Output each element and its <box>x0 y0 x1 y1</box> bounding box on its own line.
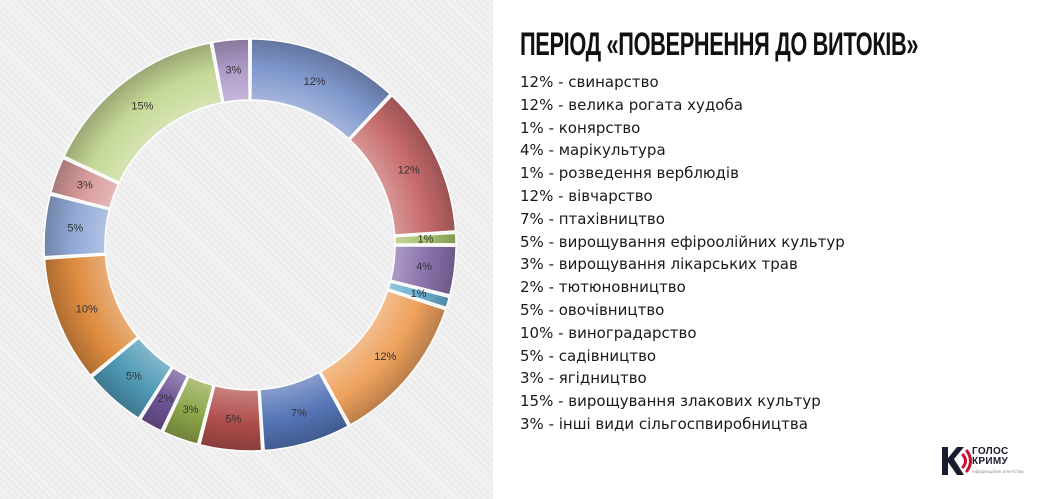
donut-segment-label-15: 15% <box>131 100 153 112</box>
donut-segment-9 <box>162 375 215 446</box>
logo-line-1: ГОЛОС <box>972 446 1009 457</box>
donut-segment-label-14: 3% <box>77 180 93 192</box>
brand-logo[interactable]: ГОЛОС КРИМУ інформаційне агентство <box>938 444 1028 478</box>
legend-item: 1% - конярство <box>520 118 641 137</box>
donut-segment-4 <box>389 245 457 296</box>
logo-text: ГОЛОС КРИМУ <box>972 447 1009 467</box>
legend-item: 12% - велика рогата худоба <box>520 95 743 114</box>
donut-chart: 12% 12% 1% 4% 1% 12% 7% 5% 3% 2% 5% 10% 5% 3% 15% 3% <box>43 38 457 452</box>
legend-item: 3% - ягідництво <box>520 369 647 388</box>
donut-segment-label-2: 12% <box>398 164 420 176</box>
legend-item: 1% - розведення верблюдів <box>520 164 739 183</box>
donut-segment-label-16: 3% <box>226 64 242 76</box>
legend-item: 7% - птахівництво <box>520 209 665 228</box>
legend-item: 5% - овочівництво <box>520 300 665 319</box>
donut-segment-15 <box>63 42 223 184</box>
donut-segment-7 <box>259 371 350 452</box>
donut-segment-label-10: 2% <box>157 393 173 405</box>
legend-item: 10% - виноградарство <box>520 323 697 342</box>
donut-segment-3 <box>393 232 457 245</box>
donut-segment-label-9: 3% <box>183 404 199 416</box>
donut-segment-16 <box>211 38 250 104</box>
donut-segment-label-12: 10% <box>76 304 98 316</box>
donut-segment-label-7: 7% <box>291 408 307 420</box>
donut-segment-11 <box>91 337 173 420</box>
chart-panel: 12% 12% 1% 4% 1% 12% 7% 5% 3% 2% 5% 10% 5% 3% 15% 3% <box>0 0 493 499</box>
donut-segment-label-3: 1% <box>417 233 433 245</box>
donut-segment-label-4: 4% <box>416 261 432 273</box>
legend-item: 12% - свинарство <box>520 73 659 91</box>
page-title: ПЕРІОД «ПОВЕРНЕННЯ ДО ВИТОКІВ» <box>520 26 919 62</box>
donut-segment-8 <box>199 384 263 452</box>
logo-tagline: інформаційне агентство <box>972 469 1024 474</box>
donut-segment-label-13: 5% <box>67 222 83 234</box>
donut-segment-10 <box>139 366 189 432</box>
legend-item: 3% - інші види сільгоспвиробництва <box>520 414 808 433</box>
donut-segment-label-5: 1% <box>411 288 427 300</box>
logo-line-2: КРИМУ <box>972 456 1009 467</box>
legend-item: 4% - марікультура <box>520 141 666 160</box>
donut-segment-6 <box>319 289 447 426</box>
donut-segment-label-8: 5% <box>226 414 242 426</box>
logo-mark-icon <box>942 447 972 475</box>
donut-segment-12 <box>43 254 139 377</box>
donut-segment-1 <box>250 38 392 140</box>
legend-item: 12% - вівчарство <box>520 186 653 205</box>
legend-item: 5% - вирощування ефіроолійних культур <box>520 232 845 251</box>
donut-segment-label-11: 5% <box>126 371 142 383</box>
legend-item: 15% - вирощування злакових культур <box>520 392 821 411</box>
legend-item: 2% - тютюновництво <box>520 278 686 297</box>
donut-segment-2 <box>348 94 457 236</box>
donut-segment-label-6: 12% <box>374 351 396 363</box>
legend-list: 12% - свинарство 12% - велика рогата худ… <box>520 71 845 436</box>
donut-segment-5 <box>387 280 451 309</box>
legend-item: 5% - садівництво <box>520 346 657 365</box>
donut-segment-13 <box>43 194 111 258</box>
legend-item: 3% - вирощування лікарських трав <box>520 255 798 274</box>
donut-segment-14 <box>49 157 120 210</box>
donut-segment-label-1: 12% <box>304 76 326 88</box>
